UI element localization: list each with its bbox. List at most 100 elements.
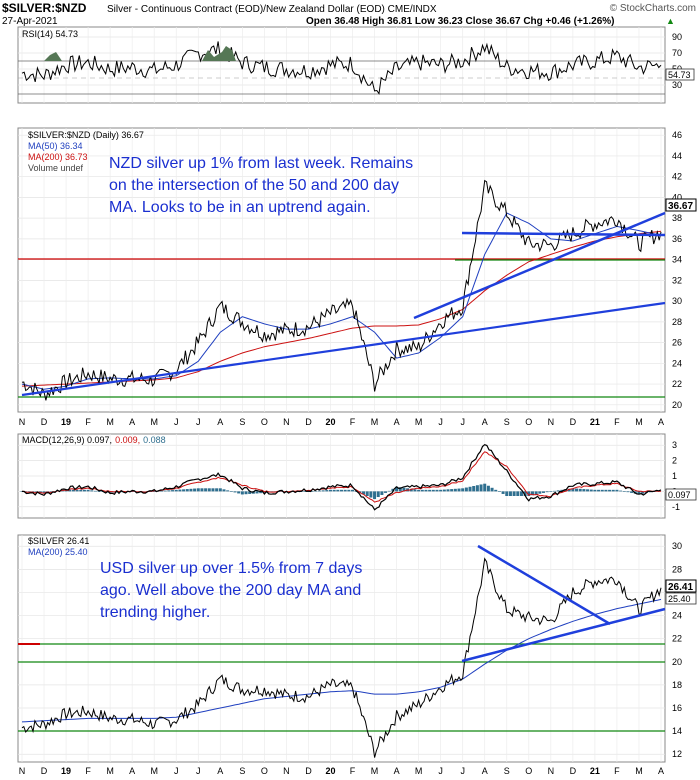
macd-histogram-bar bbox=[130, 491, 134, 492]
time-axis-label: M bbox=[106, 766, 114, 776]
time-axis-label: A bbox=[394, 417, 400, 427]
trendline-recent bbox=[413, 211, 666, 320]
nzd-tick-label: 36 bbox=[672, 234, 682, 244]
macd-histogram-bar bbox=[193, 488, 197, 492]
time-axis-label: 19 bbox=[61, 766, 71, 776]
macd-histogram-bar bbox=[578, 488, 582, 492]
macd-line bbox=[21, 444, 662, 511]
rsi-frame bbox=[17, 26, 666, 104]
nzd-tick-label: 32 bbox=[672, 275, 682, 285]
macd-histogram-bar bbox=[163, 490, 167, 492]
time-axis-label: 20 bbox=[325, 766, 335, 776]
macd-histogram-bar bbox=[457, 488, 461, 492]
macd-histogram-bar bbox=[365, 491, 369, 496]
macd-histogram-bar bbox=[90, 490, 94, 492]
macd-histogram-bar bbox=[218, 488, 222, 492]
macd-panel: MACD(12,26,9) 0.097,0.009,0.088 3210-1 0… bbox=[17, 433, 697, 519]
macd-histogram-bar bbox=[86, 489, 90, 492]
time-axis-label: J bbox=[460, 766, 465, 776]
time-axis-label: D bbox=[41, 766, 48, 776]
time-axis-label: O bbox=[261, 417, 268, 427]
time-axis-label: S bbox=[239, 766, 245, 776]
macd-histogram-bar bbox=[167, 490, 171, 492]
macd-histogram-bar bbox=[417, 489, 421, 492]
time-axis-label: A bbox=[394, 766, 400, 776]
nzd-tick-label: 42 bbox=[672, 172, 682, 182]
time-axis-label: M bbox=[106, 417, 114, 427]
macd-histogram-bar bbox=[255, 491, 259, 494]
usd-legend-main: $SILVER 26.41 bbox=[28, 536, 89, 546]
macd-histogram-bar bbox=[431, 489, 435, 492]
macd-histogram-bar bbox=[347, 489, 351, 492]
macd-histogram-bar bbox=[108, 491, 112, 493]
usd-tick-label: 16 bbox=[672, 703, 682, 713]
time-axis-label: N bbox=[19, 417, 26, 427]
nzd-tick-label: 22 bbox=[672, 379, 682, 389]
time-axis-label: S bbox=[504, 766, 510, 776]
macd-histogram-bar bbox=[376, 491, 380, 498]
macd-histogram-bar bbox=[68, 489, 72, 492]
trendline-long bbox=[21, 301, 666, 397]
macd-histogram-bar bbox=[149, 491, 153, 492]
time-axis-label: J bbox=[174, 417, 179, 427]
macd-histogram-bar bbox=[435, 489, 439, 492]
time-axis-label: D bbox=[305, 766, 312, 776]
usd-tick-label: 12 bbox=[672, 749, 682, 759]
time-axis-label: N bbox=[19, 766, 26, 776]
macd-histogram-bar bbox=[530, 491, 534, 496]
macd-histogram-bar bbox=[553, 490, 556, 492]
nzd-annotation-line-2: on the intersection of the 50 and 200 da… bbox=[109, 177, 399, 194]
nzd-ma200-line bbox=[21, 230, 662, 387]
macd-histogram-bar bbox=[637, 491, 641, 495]
time-axis-label: M bbox=[150, 417, 158, 427]
macd-histogram-bar bbox=[328, 489, 332, 492]
macd-tick-label: 1 bbox=[672, 471, 677, 481]
nzd-tick-label: 24 bbox=[672, 358, 682, 368]
macd-histogram-bar bbox=[259, 491, 263, 494]
macd-histogram-bar bbox=[615, 489, 619, 492]
macd-histogram-bar bbox=[549, 491, 553, 492]
time-axis-label: F bbox=[350, 766, 356, 776]
usd-price-panel: $SILVER 26.41 MA(200) 25.40 USD silver u… bbox=[17, 534, 697, 763]
macd-histogram-bar bbox=[200, 488, 204, 492]
time-axis-label: D bbox=[570, 417, 577, 427]
usd-ma-badge bbox=[665, 592, 697, 605]
macd-histogram-bar bbox=[171, 490, 175, 492]
macd-tick-label: 3 bbox=[672, 440, 677, 450]
nzd-tick-label: 30 bbox=[672, 296, 682, 306]
macd-histogram-bar bbox=[237, 491, 241, 494]
macd-histogram-bar bbox=[479, 484, 483, 492]
macd-histogram-bar bbox=[160, 490, 164, 492]
nzd-tick-label: 38 bbox=[672, 213, 682, 223]
macd-histogram-bar bbox=[516, 491, 520, 496]
macd-histogram-bar bbox=[648, 491, 652, 493]
macd-histogram-bar bbox=[486, 485, 490, 492]
macd-histogram-bar bbox=[251, 491, 255, 494]
macd-histogram-bar bbox=[512, 491, 516, 496]
macd-histogram-bar bbox=[233, 491, 237, 493]
usd-annotation-line-3: trending higher. bbox=[100, 604, 210, 621]
nzd-tick-label: 44 bbox=[672, 151, 682, 161]
time-axis-label: A bbox=[217, 766, 223, 776]
macd-histogram-bar bbox=[174, 489, 178, 492]
macd-histogram-bar bbox=[505, 491, 509, 496]
time-axis-label: J bbox=[174, 766, 179, 776]
time-axis-label: O bbox=[261, 766, 268, 776]
nzd-annotation-line-1: NZD silver up 1% from last week. Remains bbox=[109, 155, 413, 172]
macd-histogram-bar bbox=[597, 489, 601, 492]
rsi-panel: RSI(14) 54.73 90705030 54.73 bbox=[17, 26, 695, 104]
macd-histogram-bar bbox=[317, 490, 321, 492]
rsi-tick-label: 30 bbox=[672, 80, 682, 90]
macd-histogram-bar bbox=[622, 491, 626, 492]
macd-histogram-bar bbox=[75, 489, 79, 492]
macd-histogram-bar bbox=[453, 488, 457, 492]
macd-histogram bbox=[20, 483, 659, 500]
time-axis-label: A bbox=[482, 417, 488, 427]
time-axis-label: F bbox=[350, 417, 356, 427]
rsi-last-value: 54.73 bbox=[668, 70, 691, 80]
time-axis-label: M bbox=[371, 766, 379, 776]
macd-histogram-bar bbox=[325, 490, 329, 492]
time-axis-label: S bbox=[239, 417, 245, 427]
macd-histogram-bar bbox=[387, 490, 391, 492]
